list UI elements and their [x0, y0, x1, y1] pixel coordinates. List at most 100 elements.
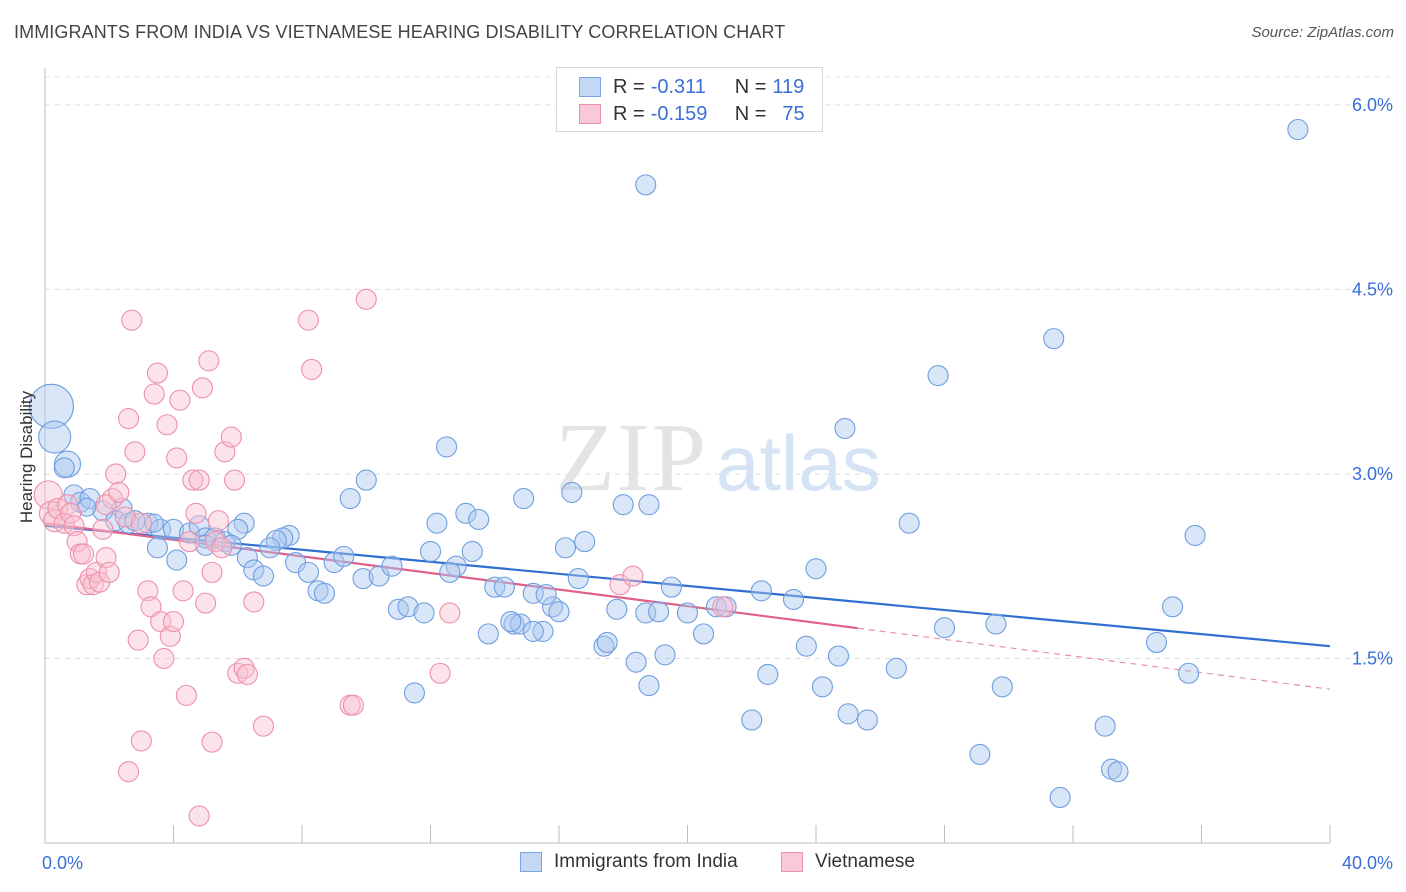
- india-point: [38, 420, 72, 454]
- india-point: [548, 601, 570, 623]
- india-point: [439, 561, 461, 583]
- legend-label-vietnamese: Vietnamese: [815, 851, 915, 872]
- vietnamese-point: [101, 488, 124, 510]
- vietnamese-point: [182, 469, 204, 491]
- india-point: [1287, 118, 1309, 141]
- india-point: [676, 602, 699, 624]
- vietnamese-point: [223, 469, 246, 491]
- trend-line-vietnamese: [44, 522, 858, 630]
- vietnamese-point: [429, 662, 451, 684]
- vietnamese-point: [143, 383, 165, 405]
- axes: [44, 68, 1331, 844]
- vietnamese-point: [207, 510, 230, 532]
- india-point: [927, 364, 949, 387]
- vietnamese-point: [95, 494, 117, 516]
- india-point: [259, 537, 281, 559]
- legend-r-value: -0.311: [650, 75, 706, 98]
- vietnamese-point: [56, 494, 79, 516]
- vietnamese-point: [130, 730, 152, 752]
- legend-item-india: Immigrants from India: [520, 851, 738, 873]
- trend-line-india: [44, 524, 1331, 648]
- india-point: [969, 743, 991, 765]
- vietnamese-point: [195, 592, 217, 614]
- y-tick-label: 1.5%: [1352, 648, 1393, 668]
- source-label: Source: ZipAtlas.com: [1251, 24, 1394, 41]
- y-tick-label: 4.5%: [1352, 279, 1393, 299]
- india-point: [146, 537, 168, 559]
- vietnamese-point: [169, 389, 191, 411]
- vietnamese-point: [137, 580, 159, 602]
- legend-r-label: R =: [613, 75, 645, 98]
- y-tick-label: 3.0%: [1352, 464, 1393, 484]
- vietnamese-point: [146, 362, 168, 384]
- india-point: [352, 567, 374, 590]
- india-point: [898, 512, 920, 534]
- india-point: [654, 644, 676, 666]
- vietnamese-point: [191, 377, 213, 399]
- india-point: [638, 674, 660, 697]
- trend-lines: [44, 522, 1331, 690]
- legend-item-vietnamese: Vietnamese: [781, 851, 915, 873]
- india-point: [933, 617, 956, 639]
- india-point: [313, 582, 336, 604]
- india-point: [750, 580, 772, 602]
- vietnamese-point: [175, 684, 197, 706]
- vietnamese-point: [127, 629, 149, 651]
- india-point: [606, 598, 628, 620]
- series-india-points: [28, 118, 1309, 809]
- india-point: [596, 631, 618, 654]
- vietnamese-point: [63, 515, 85, 537]
- watermark: ZIP atlas: [555, 404, 881, 512]
- vietnamese-point: [622, 565, 644, 587]
- india-point: [991, 676, 1013, 698]
- india-point: [137, 512, 159, 534]
- legend-n-label: N =: [734, 102, 767, 125]
- vietnamese-point: [201, 731, 223, 753]
- india-point: [233, 512, 255, 534]
- vietnamese-point: [188, 469, 210, 491]
- legend-n-value: 75: [782, 102, 805, 125]
- india-point: [455, 502, 477, 524]
- india-point: [166, 549, 188, 571]
- vietnamese-point: [609, 574, 631, 596]
- india-point: [635, 174, 657, 196]
- vietnamese-point: [198, 350, 220, 372]
- india-point: [561, 481, 583, 503]
- vietnamese-point: [150, 611, 172, 633]
- india-point: [574, 531, 596, 553]
- x-tick-label: 40.0%: [1342, 853, 1393, 873]
- vietnamese-point: [108, 481, 130, 503]
- vietnamese-point: [130, 512, 152, 534]
- vietnamese-point: [117, 408, 140, 430]
- vietnamese-point: [105, 463, 127, 485]
- india-point: [554, 537, 576, 559]
- india-point: [403, 682, 425, 704]
- india-point: [757, 663, 779, 686]
- legend-swatch-india: [579, 77, 601, 97]
- trend-line-vietnamese-extension: [857, 627, 1331, 690]
- india-point: [856, 709, 878, 731]
- india-point: [795, 635, 817, 657]
- series-legend: Immigrants from India Vietnamese: [0, 851, 1406, 879]
- vietnamese-point: [140, 596, 162, 618]
- vietnamese-point: [166, 447, 188, 469]
- series-vietnamese-points: [33, 288, 734, 827]
- vietnamese-point: [297, 309, 319, 331]
- vietnamese-point: [211, 537, 233, 559]
- india-point: [638, 494, 660, 516]
- vietnamese-point: [117, 761, 140, 783]
- india-point: [805, 558, 827, 580]
- india-point: [500, 611, 522, 633]
- vietnamese-point: [60, 502, 82, 524]
- vietnamese-point: [712, 596, 734, 618]
- india-point: [381, 555, 403, 577]
- y-tick-label: 6.0%: [1352, 95, 1393, 115]
- legend-swatch-vietnamese: [579, 104, 601, 124]
- india-point: [493, 576, 515, 598]
- india-point: [413, 602, 435, 624]
- india-point: [227, 518, 249, 540]
- vietnamese-point: [233, 657, 255, 679]
- india-point: [297, 561, 319, 583]
- india-point: [612, 494, 634, 516]
- india-point: [741, 709, 763, 731]
